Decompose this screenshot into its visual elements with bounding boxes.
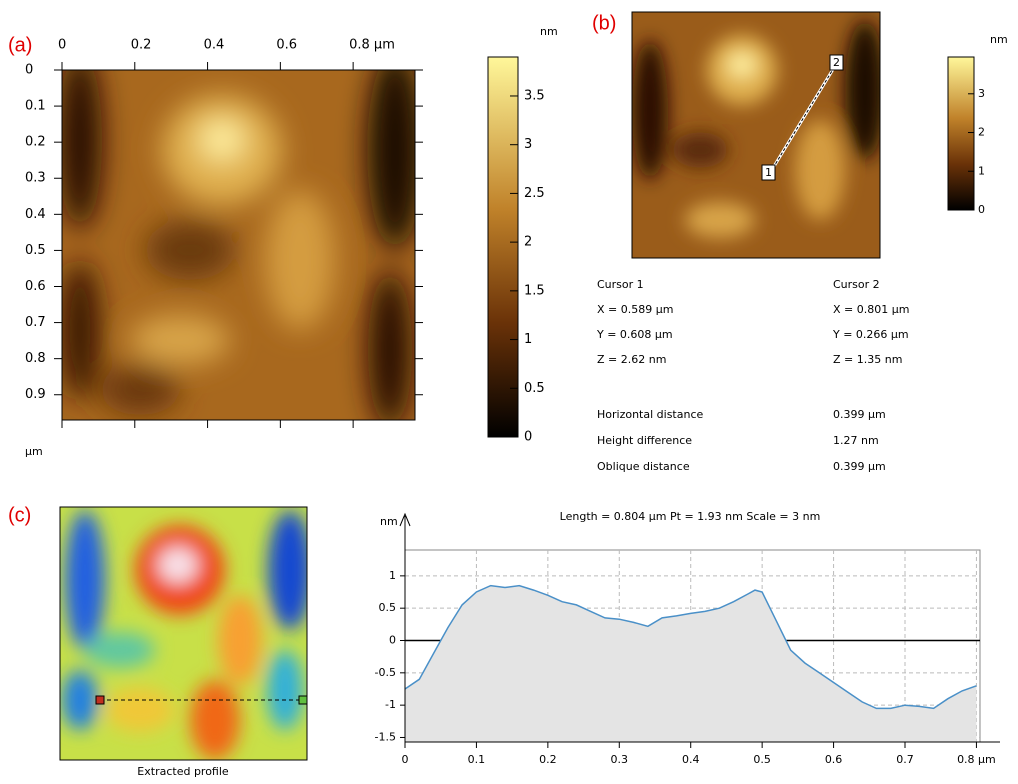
frame xyxy=(61,69,416,421)
profile-area xyxy=(405,585,977,742)
cursor-marker-label: 1 xyxy=(765,166,772,179)
cursor-marker xyxy=(761,164,776,181)
x-tick-label: 0.8 µm xyxy=(349,38,395,53)
x-tick-label: 0.3 xyxy=(611,753,629,766)
colorbar-tick-label: 2 xyxy=(524,235,532,250)
y-tick-label: 0.9 xyxy=(25,387,46,402)
colorbar-tick-label: 3 xyxy=(978,87,985,100)
y-axis-label: nm xyxy=(380,515,398,528)
y-tick-label: 0 xyxy=(25,63,33,78)
cell: X = 0.801 µm xyxy=(833,303,909,316)
x-tick-label: 0.1 xyxy=(468,753,486,766)
panel-label: (b) xyxy=(592,12,616,34)
y-tick-label: 0.1 xyxy=(25,99,46,114)
afm-image xyxy=(632,12,880,258)
colorbar-unit: nm xyxy=(990,33,1008,46)
x-tick-label: 0.2 xyxy=(131,38,152,53)
x-tick-label: 0.6 xyxy=(825,753,843,766)
cell: Z = 2.62 nm xyxy=(597,353,666,366)
y-tick-label: 0.4 xyxy=(25,207,46,222)
cell: X = 0.589 µm xyxy=(597,303,673,316)
colorbar-tick-label: 1 xyxy=(978,164,985,177)
profile-line xyxy=(404,584,977,710)
colorbar xyxy=(487,56,519,438)
colorbar-tick-label: 0.5 xyxy=(524,381,545,396)
panel-label: (c) xyxy=(8,504,31,526)
colorbar-tick-label: 2.5 xyxy=(524,186,545,201)
profile-marker xyxy=(95,695,105,705)
y-tick-label: 0.5 xyxy=(379,601,397,614)
colorbar-tick-label: 1 xyxy=(524,332,532,347)
y-tick-label: 0.5 xyxy=(25,243,46,258)
cell: Horizontal distance xyxy=(597,408,704,421)
axis-unit: µm xyxy=(25,445,43,458)
y-tick-label: 0.3 xyxy=(25,171,46,186)
x-tick-label: 0.7 xyxy=(896,753,914,766)
cell: Height difference xyxy=(597,434,692,447)
chart-title: Length = 0.804 µm Pt = 1.93 nm Scale = 3… xyxy=(560,510,821,523)
colorbar-tick-label: 2 xyxy=(978,126,985,139)
caption: Extracted profile xyxy=(137,765,229,778)
frame xyxy=(59,506,308,761)
cursor-line xyxy=(771,65,837,169)
frame xyxy=(631,11,881,259)
x-tick-label: 0.2 xyxy=(539,753,557,766)
x-tick-label: 0 xyxy=(58,38,66,53)
colorbar-tick-label: 3 xyxy=(524,137,532,152)
x-tick-label: 0 xyxy=(402,753,409,766)
cell: 0.399 µm xyxy=(833,460,886,473)
panel-label: (a) xyxy=(8,34,32,56)
y-tick-label: 0 xyxy=(389,634,396,647)
cell: Cursor 1 xyxy=(597,278,644,291)
cell: 1.27 nm xyxy=(833,434,879,447)
cell: Cursor 2 xyxy=(833,278,880,291)
afm-image xyxy=(62,70,415,420)
profile-marker xyxy=(298,695,308,705)
y-tick-label: 0.8 xyxy=(25,351,46,366)
y-tick-label: 0.2 xyxy=(25,135,46,150)
cell: Oblique distance xyxy=(597,460,690,473)
colorbar-tick-label: 3.5 xyxy=(524,88,545,103)
axis-arrow xyxy=(399,512,411,527)
y-tick-label: -1 xyxy=(385,698,396,711)
colorbar-unit: nm xyxy=(540,25,558,38)
y-tick-label: 0.6 xyxy=(25,279,46,294)
x-tick-label: 0.6 xyxy=(276,38,297,53)
cell: Y = 0.608 µm xyxy=(596,328,673,341)
y-tick-label: -0.5 xyxy=(375,666,396,679)
false-color-image xyxy=(60,507,307,760)
colorbar-tick-label: 0 xyxy=(978,203,985,216)
colorbar xyxy=(947,56,975,211)
x-tick-label: 0.4 xyxy=(204,38,225,53)
colorbar-tick-label: 1.5 xyxy=(524,283,545,298)
x-tick-label: 0.5 xyxy=(753,753,771,766)
cursor-marker-label: 2 xyxy=(833,56,840,69)
cursor-table: Cursor 1 X = 0.589 µm Y = 0.608 µm Z = 2… xyxy=(596,278,909,473)
y-tick-label: 0.7 xyxy=(25,315,46,330)
y-tick-label: 1 xyxy=(389,569,396,582)
x-tick-label: 0.4 xyxy=(682,753,700,766)
cursor-marker xyxy=(829,54,844,71)
cell: Y = 0.266 µm xyxy=(832,328,909,341)
y-tick-label: -1.5 xyxy=(375,730,396,743)
cell: Z = 1.35 nm xyxy=(833,353,902,366)
x-tick-label: 0.8 µm xyxy=(957,753,996,766)
cell: 0.399 µm xyxy=(833,408,886,421)
colorbar-tick-label: 0 xyxy=(524,430,532,445)
